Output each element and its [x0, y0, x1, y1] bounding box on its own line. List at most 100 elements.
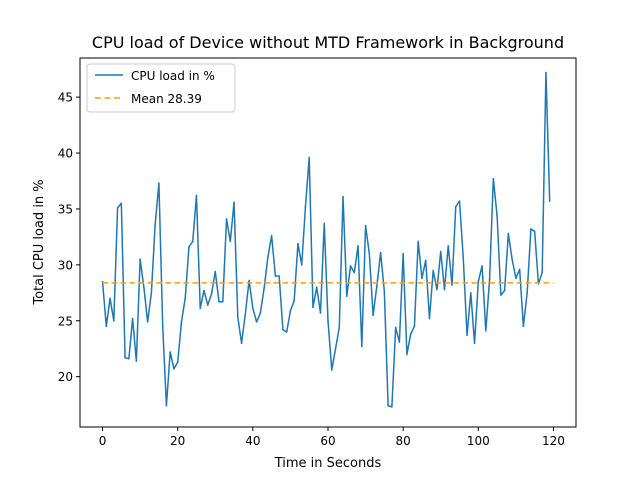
- data-point: [424, 259, 427, 262]
- data-point: [526, 292, 528, 294]
- x-tick-label: 100: [467, 434, 490, 448]
- data-point: [184, 297, 187, 300]
- data-point: [150, 292, 153, 294]
- data-point: [270, 234, 273, 237]
- data-point: [315, 286, 318, 289]
- data-point: [180, 321, 183, 323]
- data-point: [507, 232, 510, 235]
- data-point: [289, 309, 292, 312]
- legend-label-mean: Mean 28.39: [131, 92, 202, 106]
- data-point: [158, 182, 160, 185]
- data-point: [391, 406, 393, 408]
- data-point: [432, 269, 435, 272]
- data-point: [154, 223, 156, 226]
- data-point: [485, 330, 487, 332]
- data-point: [113, 319, 115, 322]
- data-point: [120, 202, 123, 205]
- x-tick-label: 60: [320, 434, 335, 448]
- data-point: [447, 245, 450, 247]
- data-point: [169, 351, 171, 353]
- data-point: [394, 326, 397, 329]
- data-point: [143, 286, 145, 289]
- data-point: [481, 265, 483, 267]
- data-point: [477, 280, 480, 283]
- data-point: [451, 284, 453, 286]
- series-layer: [101, 71, 554, 408]
- data-point: [293, 299, 295, 302]
- x-tick-label: 40: [245, 434, 260, 448]
- data-point: [439, 250, 442, 253]
- data-point: [297, 242, 299, 245]
- data-point: [225, 218, 228, 220]
- data-point: [210, 293, 213, 295]
- data-point: [515, 277, 517, 280]
- data-point: [334, 347, 337, 350]
- data-point: [406, 353, 408, 356]
- plot-area: 0 20 40 60 80 100 120 20 25 30 35 40 45: [58, 57, 577, 448]
- data-point: [361, 345, 363, 348]
- data-point: [413, 325, 416, 328]
- y-tick-label: 35: [58, 202, 73, 216]
- y-tick-label: 25: [58, 314, 73, 328]
- series-line-cpu-load: [101, 71, 551, 408]
- data-point: [548, 200, 551, 202]
- data-point: [398, 341, 401, 343]
- data-point: [199, 307, 202, 310]
- data-point: [364, 224, 367, 227]
- data-point: [417, 240, 419, 243]
- data-point: [188, 246, 190, 248]
- data-point: [338, 326, 341, 329]
- data-point: [191, 240, 194, 243]
- data-point: [248, 279, 250, 282]
- legend: CPU load in % Mean 28.39: [86, 63, 236, 113]
- data-point: [282, 328, 284, 331]
- data-point: [274, 275, 277, 277]
- legend-label-cpu-load: CPU load in %: [131, 69, 215, 83]
- x-axis-ticks: 0 20 40 60 80 100 120: [99, 427, 565, 448]
- data-point: [500, 294, 502, 296]
- data-point: [387, 404, 389, 407]
- data-point: [496, 214, 498, 217]
- data-point: [545, 71, 547, 74]
- y-axis-label: Total CPU load in %: [32, 179, 47, 305]
- data-point: [135, 360, 138, 362]
- data-point: [105, 325, 108, 328]
- data-point: [541, 271, 543, 274]
- data-point: [473, 342, 476, 344]
- data-point: [267, 256, 269, 258]
- data-point: [176, 361, 179, 363]
- x-axis-label: Time in Seconds: [274, 456, 382, 471]
- data-point: [308, 156, 311, 159]
- data-point: [372, 314, 374, 316]
- data-point: [263, 287, 265, 290]
- x-tick-label: 0: [99, 434, 107, 448]
- data-point: [462, 257, 465, 259]
- data-point: [285, 331, 288, 333]
- data-point: [221, 300, 224, 303]
- x-tick-label: 20: [170, 434, 185, 448]
- data-point: [342, 195, 344, 198]
- data-point: [252, 307, 254, 310]
- data-point: [312, 306, 314, 309]
- data-point: [319, 312, 322, 314]
- data-point: [458, 200, 461, 202]
- data-point: [469, 292, 472, 294]
- data-point: [206, 304, 209, 306]
- data-point: [300, 264, 303, 266]
- data-point: [173, 368, 175, 370]
- data-point: [379, 251, 382, 254]
- data-point: [345, 295, 348, 297]
- data-point: [330, 369, 333, 371]
- data-point: [357, 245, 359, 247]
- data-point: [402, 252, 404, 255]
- data-point: [492, 177, 495, 180]
- y-tick-label: 20: [58, 370, 73, 384]
- y-tick-label: 30: [58, 258, 73, 272]
- data-point: [131, 317, 134, 320]
- data-point: [161, 324, 164, 327]
- data-point: [229, 240, 232, 243]
- data-point: [466, 334, 468, 337]
- data-point: [214, 270, 217, 273]
- y-tick-label: 40: [58, 147, 73, 161]
